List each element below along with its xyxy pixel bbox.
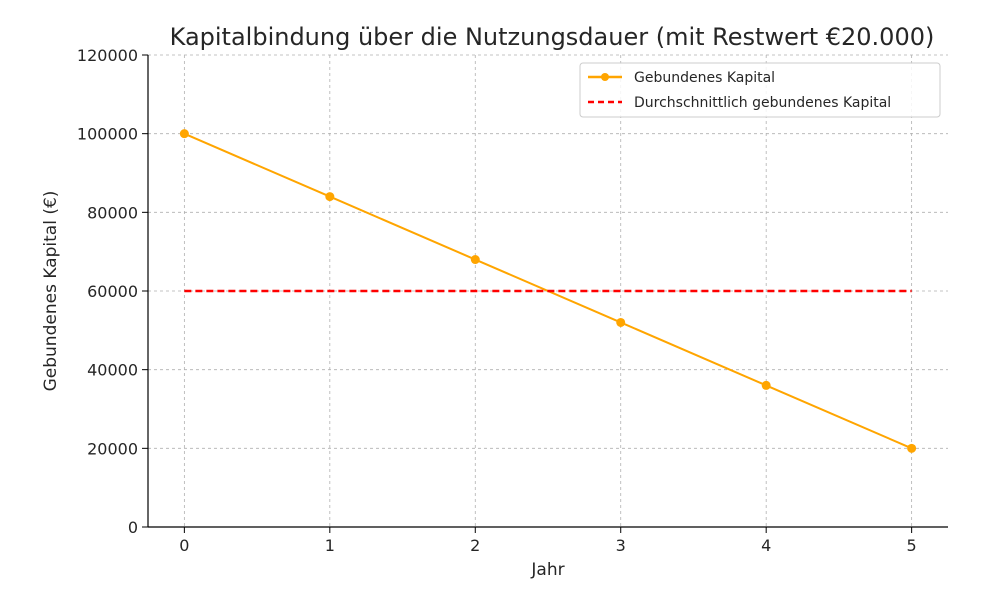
y-axis-label: Gebundenes Kapital (€) xyxy=(41,191,61,392)
x-tick-label: 2 xyxy=(470,536,480,555)
data-point xyxy=(907,443,917,453)
y-tick-label: 120000 xyxy=(77,46,138,65)
legend-label-gebundenes-kapital: Gebundenes Kapital xyxy=(634,70,775,86)
y-tick-label: 40000 xyxy=(87,361,138,380)
series xyxy=(179,129,917,453)
x-tick-label: 5 xyxy=(907,536,917,555)
x-tick-label: 1 xyxy=(325,536,335,555)
legend: Gebundenes Kapital Durchschnittlich gebu… xyxy=(579,62,941,118)
x-tick-label: 3 xyxy=(616,536,626,555)
legend-marker-gebundenes-kapital xyxy=(601,73,609,81)
y-tick-label: 80000 xyxy=(87,203,138,222)
y-tick-label: 0 xyxy=(128,518,138,537)
x-axis-label: Jahr xyxy=(530,560,564,580)
x-tick-label: 4 xyxy=(761,536,771,555)
data-point xyxy=(761,380,771,390)
data-point xyxy=(325,192,335,202)
legend-label-durchschnittlich: Durchschnittlich gebundenes Kapital xyxy=(634,95,891,111)
chart-title: Kapitalbindung über die Nutzungsdauer (m… xyxy=(170,23,935,51)
y-tick-label: 20000 xyxy=(87,439,138,458)
y-tick-label: 60000 xyxy=(87,282,138,301)
legend-box xyxy=(579,62,941,118)
x-tick-label: 0 xyxy=(179,536,189,555)
data-point xyxy=(470,255,480,265)
y-tick-label: 100000 xyxy=(77,125,138,144)
data-point xyxy=(179,129,189,139)
ticks: 0 1 2 3 4 5 0 20000 40000 60000 80000 100000 120000 xyxy=(77,46,917,555)
data-point xyxy=(616,317,626,327)
